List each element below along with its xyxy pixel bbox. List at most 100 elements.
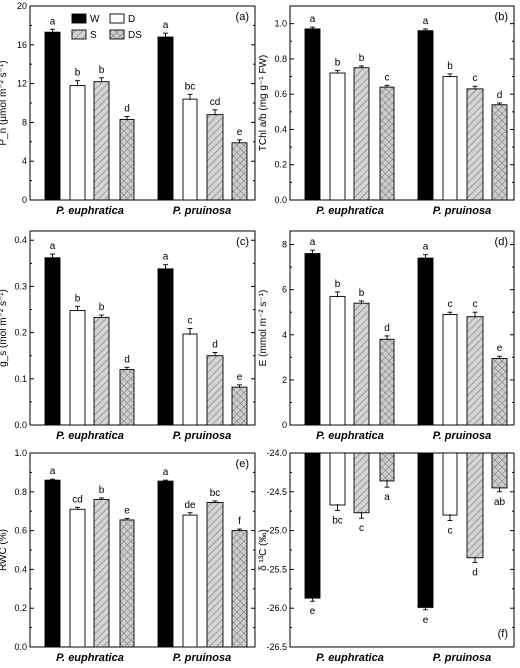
y-axis-label: δ ¹³C (‰): [258, 529, 269, 571]
significance-letter: c: [448, 526, 453, 537]
category-label: P. euphratica: [316, 205, 384, 217]
bar: [44, 31, 61, 201]
category-label: P. pruinosa: [173, 205, 231, 217]
y-tick-label: -26.5: [266, 642, 287, 652]
y-tick-label: 0.4: [14, 235, 27, 245]
panel-c: 0.0 0.1 0.2 0.3 0.4 g_s (mol m⁻² s⁻¹) (c) a b b d a…: [0, 230, 256, 442]
bar: [379, 338, 395, 426]
panel-label: (b): [495, 11, 508, 23]
y-tick-label: -24.0: [266, 448, 287, 458]
bar: [466, 452, 484, 559]
significance-letter: c: [473, 299, 478, 310]
bar: [304, 253, 321, 426]
y-tick-label: 4: [282, 330, 287, 340]
panel-a: 0 4 8 12 16 20 P_n (µmol m⁻² s⁻¹) (a) a b b d a bc cd e…: [0, 1, 256, 217]
bar: [44, 257, 61, 426]
significance-letter: e: [497, 343, 503, 354]
significance-letter: b: [99, 485, 105, 496]
y-tick-label: 0.0: [14, 642, 27, 652]
significance-letter: bc: [210, 488, 221, 499]
legend-label: DS: [128, 30, 142, 41]
bar: [442, 76, 458, 201]
panel-label: (a): [236, 11, 249, 23]
significance-letter: d: [472, 567, 478, 578]
bar: [442, 314, 458, 426]
y-tick-label: 20: [17, 1, 27, 11]
y-tick-label: 8: [22, 117, 27, 127]
bar: [231, 142, 248, 201]
significance-letter: c: [448, 299, 453, 310]
significance-letter: b: [75, 68, 81, 79]
panel-label: (d): [495, 236, 508, 248]
significance-letter: bc: [332, 515, 343, 526]
bar: [329, 452, 346, 506]
bar: [206, 355, 224, 426]
significance-letter: b: [335, 57, 341, 68]
significance-letter: de: [184, 500, 196, 511]
significance-letter: e: [124, 505, 130, 516]
bar: [119, 519, 135, 648]
significance-letter: cd: [210, 97, 221, 108]
y-tick-label: 0.1: [14, 374, 27, 384]
bar: [231, 386, 248, 426]
bar: [157, 268, 174, 426]
significance-letter: f: [238, 516, 241, 527]
y-tick-label: 0.4: [274, 124, 287, 134]
bar: [379, 86, 395, 201]
bar: [466, 88, 484, 201]
significance-letter: e: [237, 372, 243, 383]
plot-frame: [289, 5, 515, 201]
significance-letter: c: [359, 523, 364, 534]
y-tick-label: 1.0: [274, 19, 287, 29]
significance-letter: a: [50, 466, 56, 477]
bar: [379, 452, 395, 482]
bar: [182, 333, 198, 426]
bar: [353, 452, 370, 514]
category-label: P. pruinosa: [433, 430, 491, 442]
significance-letter: a: [50, 16, 56, 27]
legend-label: D: [128, 14, 135, 25]
panel-d: 0 2 4 6 8 E (mmol m⁻² s⁻¹) (d) a b b d a c c e P. euphr…: [258, 230, 515, 442]
y-tick-label: 1.0: [14, 448, 27, 458]
category-label: P. euphratica: [56, 430, 124, 442]
bar: [182, 514, 198, 648]
significance-letter: b: [359, 288, 365, 299]
y-tick-label: 0.8: [14, 487, 27, 497]
bar: [93, 499, 110, 648]
y-tick-label: -26.0: [266, 603, 287, 613]
significance-letter: cd: [72, 494, 83, 505]
bar: [231, 530, 248, 648]
significance-letter: a: [163, 252, 169, 263]
y-tick-label: -24.5: [266, 487, 287, 497]
legend: W DS DS: [71, 13, 142, 41]
bar: [69, 85, 86, 201]
y-tick-label: 0: [282, 420, 287, 430]
bar: [417, 30, 434, 201]
category-label: P. euphratica: [316, 430, 384, 442]
bar: [119, 369, 135, 426]
y-tick-label: 0.2: [14, 603, 27, 613]
panel-e: 0.0 0.2 0.4 0.6 0.8 1.0 RWC (%) (e) a cd b e a de bc f P…: [0, 448, 256, 664]
significance-letter: e: [310, 606, 316, 617]
y-tick-label: 8: [282, 240, 287, 250]
significance-letter: e: [237, 127, 243, 138]
significance-letter: a: [50, 241, 56, 252]
y-axis-label: TChl a/b (mg g⁻¹ FW): [258, 55, 269, 151]
significance-letter: b: [99, 302, 105, 313]
significance-letter: a: [163, 20, 169, 31]
significance-letter: d: [212, 339, 218, 350]
significance-letter: a: [384, 492, 390, 503]
legend-swatch: [109, 29, 125, 40]
y-tick-label: 6: [282, 285, 287, 295]
significance-letter: d: [497, 90, 503, 101]
significance-letter: b: [359, 53, 365, 64]
bar: [329, 295, 346, 426]
panel-f: -26.5 -26.0 -25.5 -25.0 -24.5 -24.0 δ ¹³C (‰) (…: [258, 448, 515, 664]
panel-label: (e): [236, 458, 249, 470]
bar: [491, 104, 508, 201]
legend-label: S: [90, 30, 97, 41]
y-axis-label: E (mmol m⁻² s⁻¹): [258, 290, 269, 367]
y-tick-label: 0.2: [274, 160, 287, 170]
y-tick-label: 0.4: [14, 564, 27, 574]
y-tick-label: -25.5: [266, 564, 287, 574]
